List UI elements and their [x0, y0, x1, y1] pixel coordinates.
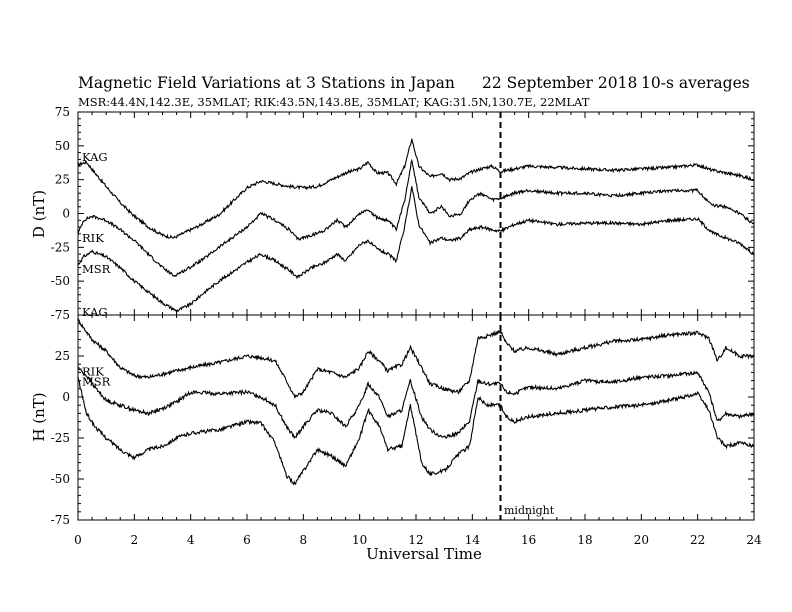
y-tick-label: 50	[55, 139, 70, 153]
series-label-msr: MSR	[82, 262, 111, 276]
x-tick-label: 10	[352, 533, 367, 547]
y-tick-label: 0	[62, 390, 70, 404]
y-tick-label: 0	[62, 207, 70, 221]
y-tick-label: -50	[51, 274, 70, 288]
x-tick-label: 0	[74, 533, 82, 547]
x-tick-label: 18	[577, 533, 592, 547]
chart-subtitle: MSR:44.4N,142.3E, 35MLAT; RIK:43.5N,143.…	[78, 95, 590, 109]
chart-title: Magnetic Field Variations at 3 Stations …	[78, 74, 455, 92]
y-tick-label: -75	[51, 308, 70, 322]
chart-averaging: 10-s averages	[641, 74, 750, 92]
series-line-rik-d	[77, 158, 755, 277]
series-line-msr-d	[77, 186, 755, 314]
series-label-kag: KAG	[82, 305, 108, 319]
y-tick-label: 25	[55, 349, 70, 363]
x-tick-label: 6	[243, 533, 251, 547]
series-label-rik: RIK	[82, 231, 104, 245]
x-tick-label: 22	[690, 533, 705, 547]
series-label-kag: KAG	[82, 150, 108, 164]
y-tick-label: -75	[51, 513, 70, 527]
d-panel-frame	[77, 111, 755, 316]
x-tick-label: 24	[746, 533, 762, 547]
x-tick-label: 12	[408, 533, 423, 547]
series-line-kag-h	[77, 318, 755, 399]
x-tick-label: 8	[300, 533, 308, 547]
midnight-label: midnight	[504, 504, 555, 517]
x-tick-label: 4	[187, 533, 195, 547]
d-axis-title: D (nT)	[30, 190, 48, 238]
y-tick-label: 75	[55, 105, 70, 119]
series-line-kag-d	[77, 138, 755, 239]
h-panel-frame	[77, 314, 755, 521]
x-axis-title: Universal Time	[366, 545, 482, 563]
y-tick-label: 25	[55, 173, 70, 187]
y-tick-label: -25	[51, 431, 70, 445]
h-axis-title: H (nT)	[30, 392, 48, 441]
y-tick-label: -50	[51, 472, 70, 486]
y-tick-label: -25	[51, 240, 70, 254]
x-tick-label: 14	[465, 533, 481, 547]
x-tick-label: 20	[634, 533, 649, 547]
chart-date: 22 September 2018	[482, 74, 637, 92]
x-tick-label: 2	[131, 533, 139, 547]
series-label-msr: MSR	[82, 374, 111, 388]
series-line-msr-h	[77, 376, 755, 486]
x-tick-label: 16	[521, 533, 536, 547]
series-line-rik-h	[77, 366, 755, 440]
series-label-rik: RIK	[82, 364, 104, 378]
